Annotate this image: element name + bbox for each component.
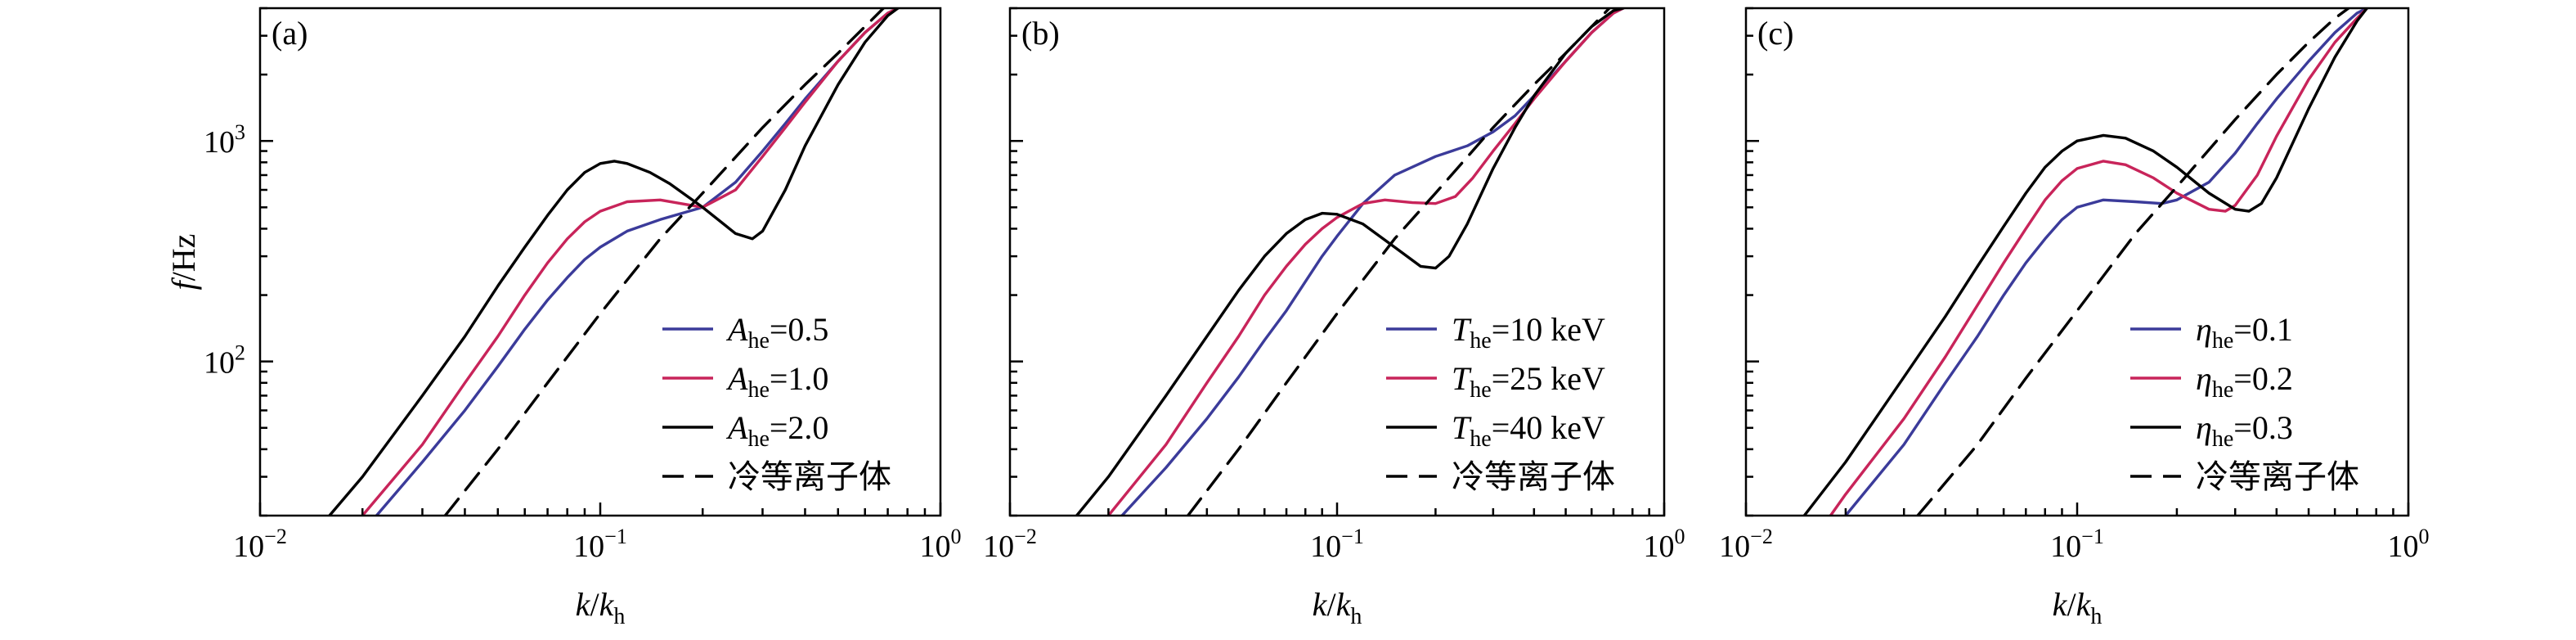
series-group xyxy=(1075,8,1625,516)
x-axis-label: k/kh xyxy=(2053,586,2103,629)
series-line-3 xyxy=(328,8,900,516)
x-tick-label: 10−2 xyxy=(983,525,1037,564)
legend-entry: The=40 keV xyxy=(1452,409,1605,452)
legend: ηhe=0.1 ηhe=0.2 ηhe=0.3 冷等离子体 xyxy=(2130,311,2359,495)
legend-entry: 冷等离子体 xyxy=(1452,458,1615,495)
y-tick-label: 103 xyxy=(204,120,245,160)
series-line-4 xyxy=(443,8,885,516)
legend: The=10 keV The=25 keV The=40 keV 冷等离子体 xyxy=(1386,311,1615,495)
legend-entry: 冷等离子体 xyxy=(2196,458,2359,495)
x-tick-label: 100 xyxy=(1644,525,1685,564)
series-line-1 xyxy=(1844,8,2369,516)
legend-entry: The=25 keV xyxy=(1452,360,1605,403)
x-axis-label: k/kh xyxy=(576,586,626,629)
series-line-4 xyxy=(1186,8,1611,516)
plot-frame xyxy=(1744,7,2410,517)
legend-entry: ηhe=0.2 xyxy=(2196,360,2293,403)
x-tick-label: 10−1 xyxy=(573,525,627,564)
legend: Ahe=0.5 Ahe=1.0 Ahe=2.0 冷等离子体 xyxy=(662,311,891,495)
legend-entry: Ahe=0.5 xyxy=(725,311,828,354)
legend-entry: ηhe=0.1 xyxy=(2196,311,2293,354)
panel-label: (c) xyxy=(1757,15,1793,52)
series-line-3 xyxy=(1802,8,2369,516)
series-line-2 xyxy=(361,8,900,516)
series-group xyxy=(328,8,900,516)
panel-label: (b) xyxy=(1021,15,1060,52)
x-tick-label: 10−2 xyxy=(233,525,287,564)
x-tick-label: 10−1 xyxy=(2050,525,2104,564)
y-axis-label: f/Hz xyxy=(165,234,202,291)
x-tick-label: 100 xyxy=(920,525,962,564)
series-line-2 xyxy=(1829,8,2369,516)
chart-panel-3: 10−2 10−1 100 (c) k/kh ηhe=0.1 ηhe=0.2 ηhe=0.3 冷… xyxy=(1719,7,2430,629)
series-group xyxy=(1802,8,2369,516)
legend-entry: Ahe=2.0 xyxy=(725,409,828,452)
panel-label: (a) xyxy=(272,15,307,52)
y-tick-label: 102 xyxy=(204,341,245,381)
chart-panel-1: 10−2 10−1 100 102 103 (a) k/kh f/Hz Ahe=0.5 Ahe=1… xyxy=(165,7,962,629)
x-axis-label: k/kh xyxy=(1313,586,1362,629)
x-tick-label: 10−2 xyxy=(1719,525,1773,564)
series-line-3 xyxy=(1075,8,1625,516)
series-line-4 xyxy=(1916,8,2350,516)
legend-entry: The=10 keV xyxy=(1452,311,1605,354)
legend-entry: 冷等离子体 xyxy=(728,458,891,495)
x-tick-label: 100 xyxy=(2388,525,2430,564)
legend-entry: ηhe=0.3 xyxy=(2196,409,2293,452)
x-tick-label: 10−1 xyxy=(1310,525,1364,564)
legend-entry: Ahe=1.0 xyxy=(725,360,828,403)
series-line-2 xyxy=(1106,8,1625,516)
